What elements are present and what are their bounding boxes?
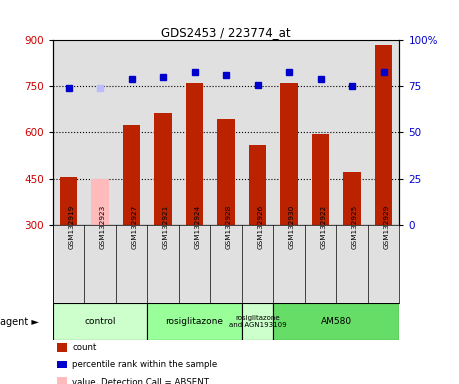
Text: percentile rank within the sample: percentile rank within the sample [72, 360, 217, 369]
Bar [242, 303, 273, 340]
Bar [91, 179, 109, 225]
Text: rosiglitazone: rosiglitazone [166, 317, 224, 326]
Bar [147, 303, 242, 340]
Text: GSM132923: GSM132923 [100, 205, 106, 249]
Bar [60, 177, 77, 225]
Bar [218, 119, 235, 225]
Text: GSM132929: GSM132929 [384, 205, 390, 249]
Text: control: control [84, 317, 116, 326]
Text: GSM132921: GSM132921 [163, 205, 169, 249]
Text: GSM132928: GSM132928 [226, 205, 232, 249]
Title: GDS2453 / 223774_at: GDS2453 / 223774_at [161, 26, 291, 39]
Bar [273, 303, 399, 340]
Text: GSM132925: GSM132925 [352, 205, 358, 249]
Bar [280, 83, 298, 225]
Bar [343, 172, 361, 225]
Bar [123, 125, 140, 225]
Bar [312, 134, 329, 225]
Text: GSM132924: GSM132924 [195, 205, 201, 249]
Text: GSM132919: GSM132919 [68, 205, 74, 249]
Text: GSM132930: GSM132930 [289, 205, 295, 249]
Bar [375, 45, 392, 225]
Text: GSM132922: GSM132922 [320, 205, 326, 249]
Text: rosiglitazone
and AGN193109: rosiglitazone and AGN193109 [229, 315, 286, 328]
Bar [186, 83, 203, 225]
Bar [249, 145, 266, 225]
Text: AM580: AM580 [321, 317, 352, 326]
Bar [53, 303, 147, 340]
Text: value, Detection Call = ABSENT: value, Detection Call = ABSENT [72, 377, 209, 384]
Text: agent ►: agent ► [0, 316, 39, 327]
Bar [154, 113, 172, 225]
Text: GSM132926: GSM132926 [257, 205, 263, 249]
Text: count: count [72, 343, 96, 352]
Text: GSM132927: GSM132927 [132, 205, 138, 249]
